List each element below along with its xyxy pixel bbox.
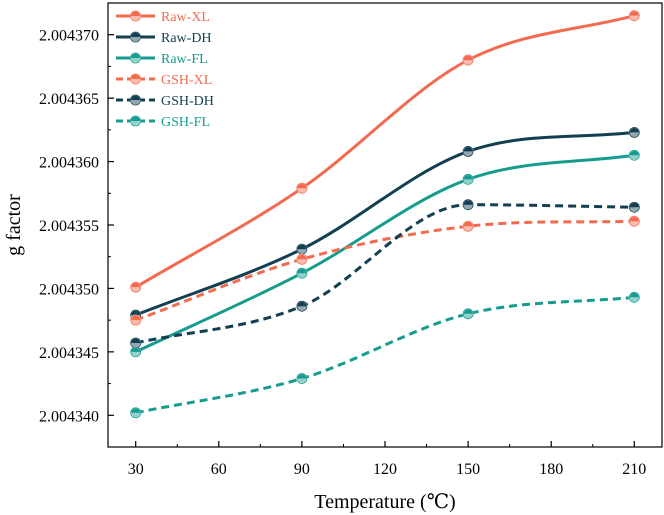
data-point-gsh-dh — [462, 199, 474, 211]
data-point-raw-xl — [628, 10, 640, 22]
x-tick-label: 120 — [373, 461, 397, 478]
x-tick-label: 150 — [456, 461, 480, 478]
data-point-gsh-fl — [130, 407, 142, 419]
y-tick-label: 2.004350 — [39, 281, 99, 298]
plot-frame — [107, 2, 663, 448]
y-tick-label: 2.004370 — [39, 28, 99, 45]
legend-marker — [130, 94, 141, 106]
data-point-gsh-dh — [628, 201, 640, 213]
data-point-gsh-fl — [628, 291, 640, 303]
legend-label: GSH-FL — [161, 115, 210, 130]
data-point-gsh-xl — [296, 253, 308, 265]
data-point-gsh-fl — [296, 372, 308, 384]
data-point-gsh-dh — [296, 300, 308, 312]
y-tick-label: 2.004345 — [39, 345, 99, 362]
y-tick-label: 2.004365 — [39, 91, 99, 108]
y-tick-label: 2.004340 — [39, 408, 99, 425]
plot-lines — [134, 14, 635, 415]
data-point-raw-dh — [296, 243, 308, 255]
legend: Raw-XL Raw-DH Raw-FL GSH-XL GSH-DH GSH-FL — [116, 10, 214, 130]
legend-item: Raw-DH — [116, 31, 212, 46]
legend-marker — [130, 52, 141, 64]
data-point-gsh-dh — [130, 337, 142, 349]
data-point-gsh-xl — [628, 215, 640, 227]
legend-marker — [130, 73, 141, 85]
data-point-raw-xl — [296, 182, 308, 194]
series-line-raw-dh — [135, 130, 635, 317]
data-point-gsh-fl — [462, 308, 474, 320]
data-point-raw-fl — [628, 149, 640, 161]
y-tick-label: 2.004360 — [39, 155, 99, 172]
legend-item: GSH-DH — [116, 94, 214, 109]
data-point-raw-xl — [462, 54, 474, 66]
legend-item: GSH-XL — [116, 73, 212, 88]
legend-label: GSH-DH — [161, 94, 214, 109]
x-tick-label: 180 — [539, 461, 563, 478]
y-axis-title: g factor — [3, 194, 25, 256]
legend-label: GSH-XL — [161, 73, 212, 88]
legend-marker — [130, 10, 141, 22]
data-point-raw-fl — [130, 346, 142, 358]
y-axis-ticks: 2.004340 2.004345 2.004350 2.004355 2.004360… — [39, 28, 114, 425]
series-line-gsh-xl — [135, 219, 635, 322]
x-tick-label: 90 — [294, 461, 310, 478]
x-tick-label: 210 — [622, 461, 646, 478]
legend-label: Raw-XL — [161, 10, 210, 25]
legend-marker — [130, 31, 141, 43]
x-tick-label: 60 — [211, 461, 227, 478]
legend-item: Raw-FL — [116, 52, 208, 67]
legend-item: GSH-FL — [116, 115, 210, 130]
data-point-gsh-xl — [462, 220, 474, 232]
x-axis-title: Temperature (℃) — [314, 491, 455, 513]
series-line-raw-fl — [135, 153, 635, 354]
data-point-raw-dh — [628, 126, 640, 138]
data-point-raw-fl — [296, 267, 308, 279]
legend-label: Raw-DH — [161, 31, 212, 46]
series-line-gsh-dh — [135, 203, 635, 345]
data-point-raw-dh — [462, 145, 474, 157]
data-point-raw-fl — [462, 173, 474, 185]
data-point-gsh-xl — [130, 314, 142, 326]
x-tick-label: 30 — [128, 461, 144, 478]
legend-label: Raw-FL — [161, 52, 208, 67]
plot-markers — [130, 10, 640, 419]
series-line-gsh-fl — [135, 295, 635, 415]
series-line-raw-xl — [134, 14, 635, 289]
legend-item: Raw-XL — [116, 10, 210, 25]
y-tick-label: 2.004355 — [39, 218, 99, 235]
legend-marker — [130, 115, 141, 127]
x-axis-ticks: 30 60 90 120 150 180 210 — [128, 441, 646, 478]
data-point-raw-xl — [130, 281, 142, 293]
